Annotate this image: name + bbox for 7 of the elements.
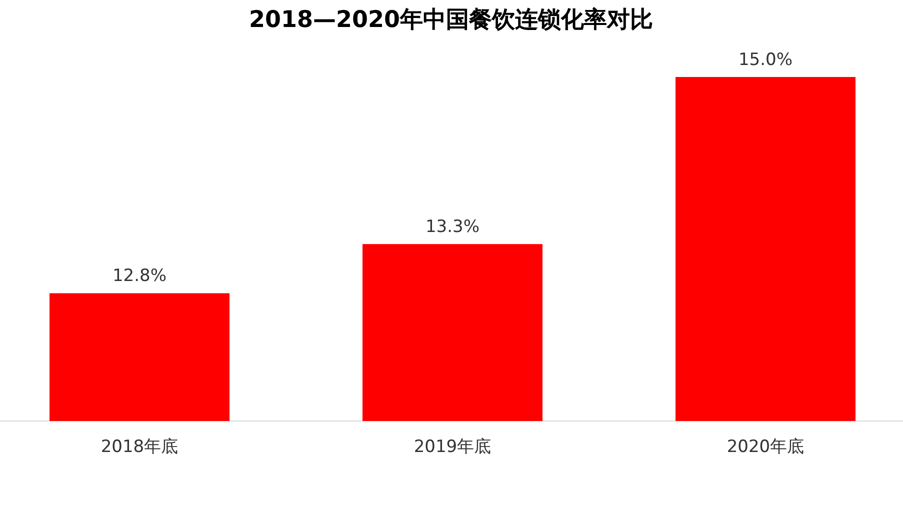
- data-label: 15.0%: [738, 50, 793, 70]
- x-tick-label: 2018年底: [100, 437, 178, 457]
- data-label: 12.8%: [112, 266, 167, 286]
- chart-title: 2018—2020年中国餐饮连锁化率对比: [248, 6, 654, 33]
- x-tick-label: 2019年底: [414, 437, 492, 457]
- x-tick-label: 2020年底: [726, 437, 804, 457]
- data-label: 13.3%: [425, 217, 480, 238]
